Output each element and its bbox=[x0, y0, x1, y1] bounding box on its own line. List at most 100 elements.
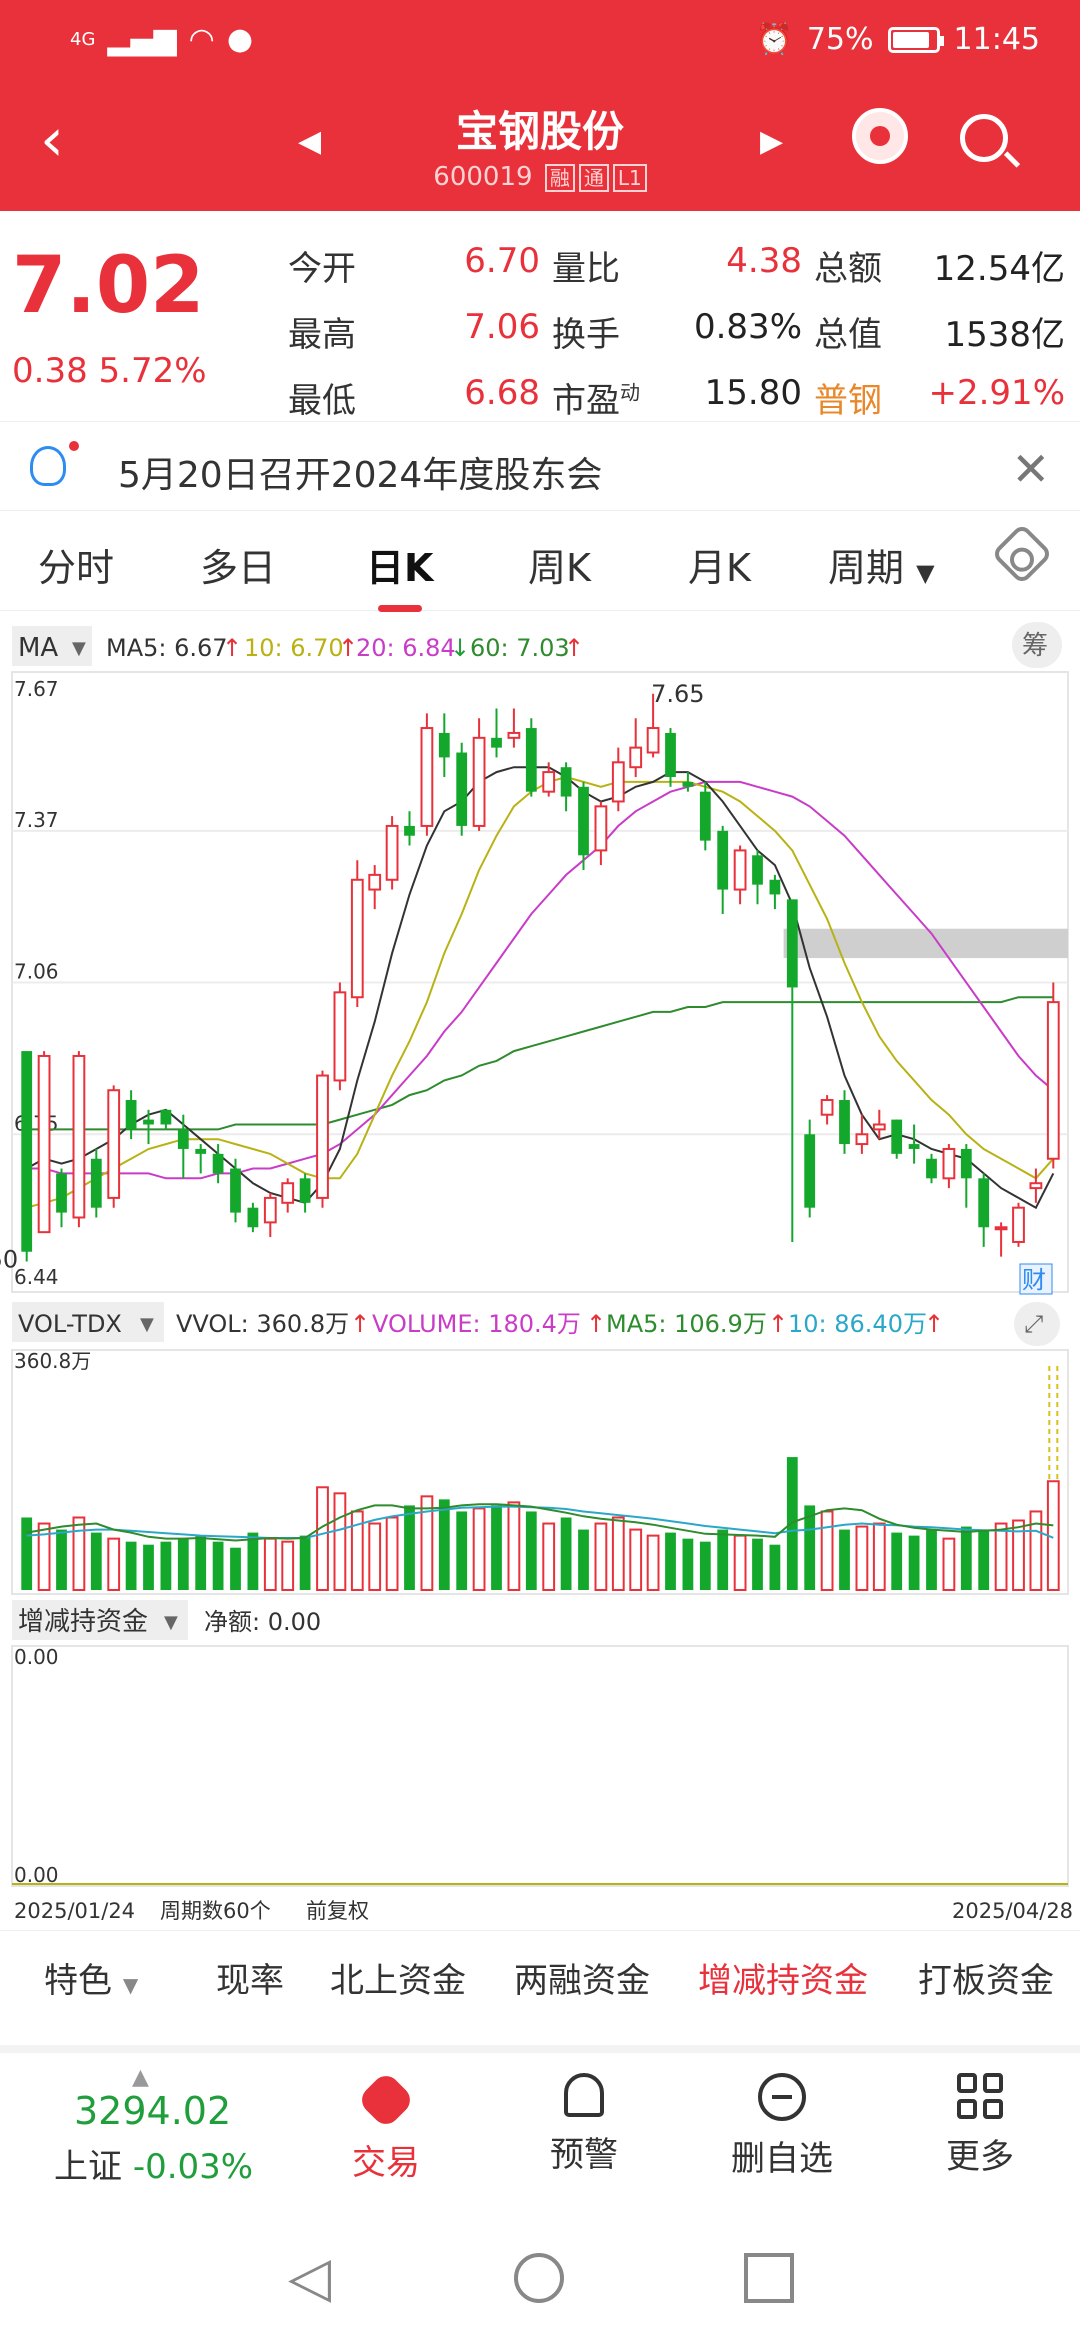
volume-bar bbox=[839, 1529, 850, 1590]
more-button[interactable]: 更多 bbox=[920, 2073, 1040, 2178]
tab-weekly-k[interactable]: 周K bbox=[528, 546, 591, 590]
fund-selector[interactable] bbox=[12, 1600, 188, 1640]
vvol-legend: VVOL: 360.8万 bbox=[176, 1310, 349, 1338]
clock: 11:45 bbox=[953, 22, 1040, 57]
candle bbox=[177, 1114, 189, 1179]
candle-body bbox=[212, 1153, 224, 1174]
chip-button[interactable] bbox=[1012, 622, 1062, 668]
candle-body bbox=[525, 728, 537, 792]
expand-icon[interactable]: ⤢ bbox=[1024, 1310, 1043, 1338]
chart-period-tabs: 分时 多日 日K 周K 月K 周期 ▼ bbox=[0, 511, 1080, 611]
sector-label[interactable]: 普钢 bbox=[814, 381, 882, 421]
back-button[interactable]: ‹ bbox=[40, 105, 64, 175]
prev-stock-button[interactable]: ◀ bbox=[298, 124, 322, 159]
tab-period[interactable]: 周期 ▼ bbox=[828, 546, 935, 590]
itab-holding-change[interactable]: 增减持资金 bbox=[698, 1961, 868, 2001]
candle-body bbox=[107, 1089, 121, 1199]
trade-button[interactable]: 交易 bbox=[326, 2070, 446, 2184]
alert-button[interactable]: 预警 bbox=[524, 2073, 644, 2176]
nav-home-icon[interactable] bbox=[514, 2253, 564, 2303]
itab-northbound[interactable]: 北上资金 bbox=[330, 1961, 466, 2001]
candlesticks[interactable] bbox=[21, 693, 1060, 1262]
finance-badge-label[interactable]: 财 bbox=[1022, 1266, 1046, 1294]
itab-margin[interactable]: 两融资金 bbox=[514, 1961, 650, 2001]
open-label: 今开 bbox=[288, 249, 356, 289]
tab-multi-day[interactable]: 多日 bbox=[200, 546, 277, 590]
ma-name[interactable]: MA bbox=[18, 633, 58, 663]
signal-bars-icon: ▂▄▆ bbox=[107, 22, 177, 57]
candle bbox=[872, 1109, 886, 1140]
finance-badge[interactable] bbox=[1019, 1263, 1053, 1295]
candle bbox=[160, 1109, 172, 1130]
notice-bar[interactable]: 5月20日召开2024年度股东会 ✕ bbox=[0, 421, 1080, 511]
volume-bar bbox=[611, 1516, 625, 1592]
candle bbox=[611, 747, 625, 812]
notice-text[interactable]: 5月20日召开2024年度股东会 bbox=[118, 455, 603, 496]
adjust-mode[interactable]: 前复权 bbox=[306, 1899, 369, 1923]
tab-intraday[interactable]: 分时 bbox=[38, 546, 115, 590]
candle bbox=[491, 708, 502, 758]
sector-value[interactable]: +2.91% bbox=[928, 373, 1066, 413]
itab-limit-up[interactable]: 打板资金 bbox=[918, 1961, 1054, 2001]
volume-bar bbox=[299, 1535, 311, 1590]
volume-bar bbox=[820, 1510, 834, 1591]
chip-label[interactable]: 筹 bbox=[1022, 631, 1048, 661]
candle bbox=[908, 1124, 920, 1164]
candle-body bbox=[820, 1099, 834, 1116]
volume-bar bbox=[665, 1532, 676, 1590]
volume-selector[interactable] bbox=[12, 1302, 164, 1342]
candle-body bbox=[385, 824, 399, 881]
candle-body bbox=[594, 805, 608, 852]
candle bbox=[926, 1153, 937, 1184]
tab-daily-k[interactable]: 日K bbox=[366, 537, 433, 592]
mascot-icon[interactable] bbox=[852, 108, 908, 164]
candle-body bbox=[230, 1168, 241, 1213]
expand-up-icon[interactable]: ▲ bbox=[132, 2065, 149, 2090]
remove-watchlist-button[interactable]: 删自选 bbox=[722, 2073, 842, 2180]
price-axis-ticks: 7.67 7.37 7.06 6.75 6.44 bbox=[14, 677, 59, 1289]
nav-back-icon[interactable]: ◁ bbox=[288, 2245, 332, 2310]
itab-feature[interactable]: 特色 ▼ bbox=[44, 1961, 139, 2001]
last-price: 7.02 bbox=[12, 241, 205, 331]
volume-bar bbox=[717, 1529, 729, 1590]
minus-circle-icon bbox=[758, 2073, 806, 2121]
volume-legend-value: VOLUME: 180.4万 bbox=[372, 1310, 581, 1338]
ma20-line bbox=[26, 780, 1054, 1180]
next-stock-button[interactable]: ▶ bbox=[760, 124, 784, 159]
volume-bar bbox=[212, 1541, 224, 1590]
volume-bar bbox=[908, 1535, 920, 1590]
close-icon[interactable]: ✕ bbox=[1011, 442, 1050, 496]
volume-bar bbox=[960, 1526, 972, 1590]
candle-body bbox=[420, 727, 434, 827]
kline-chart[interactable]: MA ▼ MA5: 6.67 ↑ 10: 6.70 ↑ 20: 6.84 ↓ 6… bbox=[0, 0, 1080, 1930]
candle-body bbox=[21, 1051, 33, 1252]
tab-monthly-k[interactable]: 月K bbox=[688, 546, 751, 590]
candle-body bbox=[491, 737, 502, 748]
resistance-zone bbox=[783, 928, 1068, 959]
volume-bar bbox=[646, 1534, 660, 1592]
volume-bar bbox=[926, 1529, 937, 1590]
candle-body bbox=[333, 991, 347, 1082]
volume-bar bbox=[472, 1507, 486, 1592]
index-name[interactable]: 上证 -0.03% bbox=[54, 2147, 254, 2187]
candle-body bbox=[160, 1109, 172, 1125]
battery-icon bbox=[887, 26, 944, 53]
candle bbox=[143, 1109, 154, 1145]
volume-indicator-name[interactable]: VOL-TDX bbox=[18, 1310, 122, 1338]
amount-label: 总额 bbox=[814, 249, 882, 289]
candle bbox=[960, 1144, 972, 1208]
expand-button[interactable] bbox=[1014, 1302, 1060, 1346]
volume-bar bbox=[872, 1522, 886, 1592]
candle-body bbox=[281, 1182, 295, 1204]
index-value[interactable]: 3294.02 bbox=[74, 2089, 232, 2133]
turnover-value: 0.83% bbox=[693, 307, 802, 347]
nav-recents-icon[interactable] bbox=[744, 2253, 794, 2303]
search-icon[interactable] bbox=[960, 114, 1008, 162]
itab-cash-rate[interactable]: 现率 bbox=[216, 1961, 284, 2001]
ma-selector[interactable] bbox=[12, 626, 92, 666]
volume-bars[interactable] bbox=[21, 1366, 1060, 1592]
status-bar: 4G ▂▄▆ ◠ ● ⏰ 75% 11:45 bbox=[0, 14, 1080, 64]
wifi-icon: ◠ bbox=[188, 22, 215, 57]
fund-indicator-name[interactable]: 增减持资金 bbox=[18, 1607, 148, 1637]
volume-bar bbox=[733, 1534, 747, 1592]
